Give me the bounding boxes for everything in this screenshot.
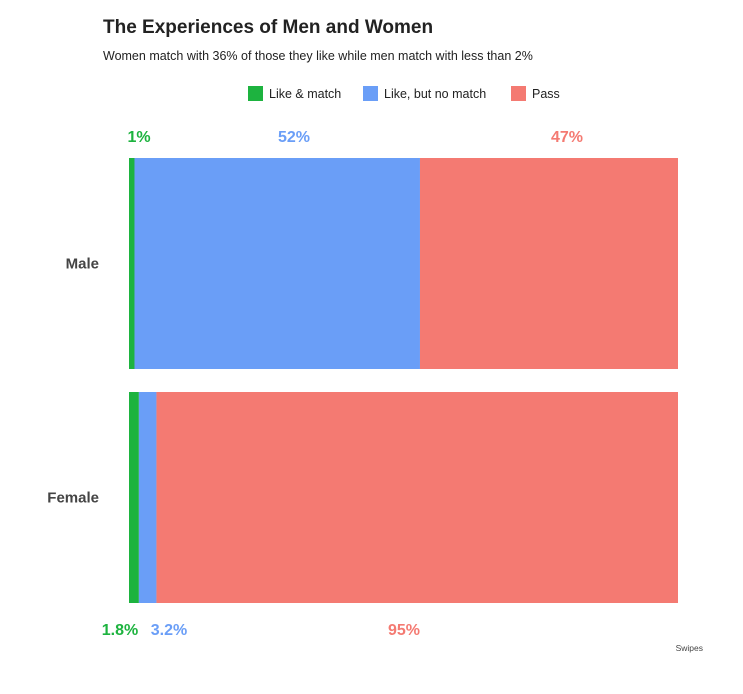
bar-male-0 [129, 158, 135, 369]
data-label-female-0: 1.8% [102, 622, 138, 639]
chart-subtitle: Women match with 36% of those they like … [103, 49, 533, 63]
chart-title: The Experiences of Men and Women [103, 17, 433, 38]
legend: Like & match Like, but no match Pass [248, 86, 560, 101]
data-label-male-1: 52% [278, 129, 310, 146]
data-label-female-1: 3.2% [151, 622, 187, 639]
legend-label: Like, but no match [384, 87, 486, 101]
category-label: Male [66, 256, 99, 273]
bars [129, 158, 678, 603]
bar-female-2 [156, 392, 678, 603]
legend-item-1: Like, but no match [363, 86, 486, 101]
source-label: Swipes [676, 643, 703, 653]
data-label-female-2: 95% [388, 622, 420, 639]
data-label-male-0: 1% [127, 129, 150, 146]
legend-label: Pass [532, 87, 560, 101]
bar-female-0 [129, 392, 139, 603]
legend-swatch [363, 86, 378, 101]
category-label: Female [47, 490, 99, 507]
bar-female-1 [138, 392, 157, 603]
value-labels: 1% 52% 47% 1.8% 3.2% 95% [102, 129, 583, 639]
data-label-male-2: 47% [551, 129, 583, 146]
legend-label: Like & match [269, 87, 341, 101]
legend-item-0: Like & match [248, 86, 341, 101]
bar-male-2 [419, 158, 678, 369]
bar-male-1 [134, 158, 420, 369]
legend-item-2: Pass [511, 86, 560, 101]
legend-swatch [511, 86, 526, 101]
category-labels: Male Female [47, 256, 99, 507]
legend-swatch [248, 86, 263, 101]
